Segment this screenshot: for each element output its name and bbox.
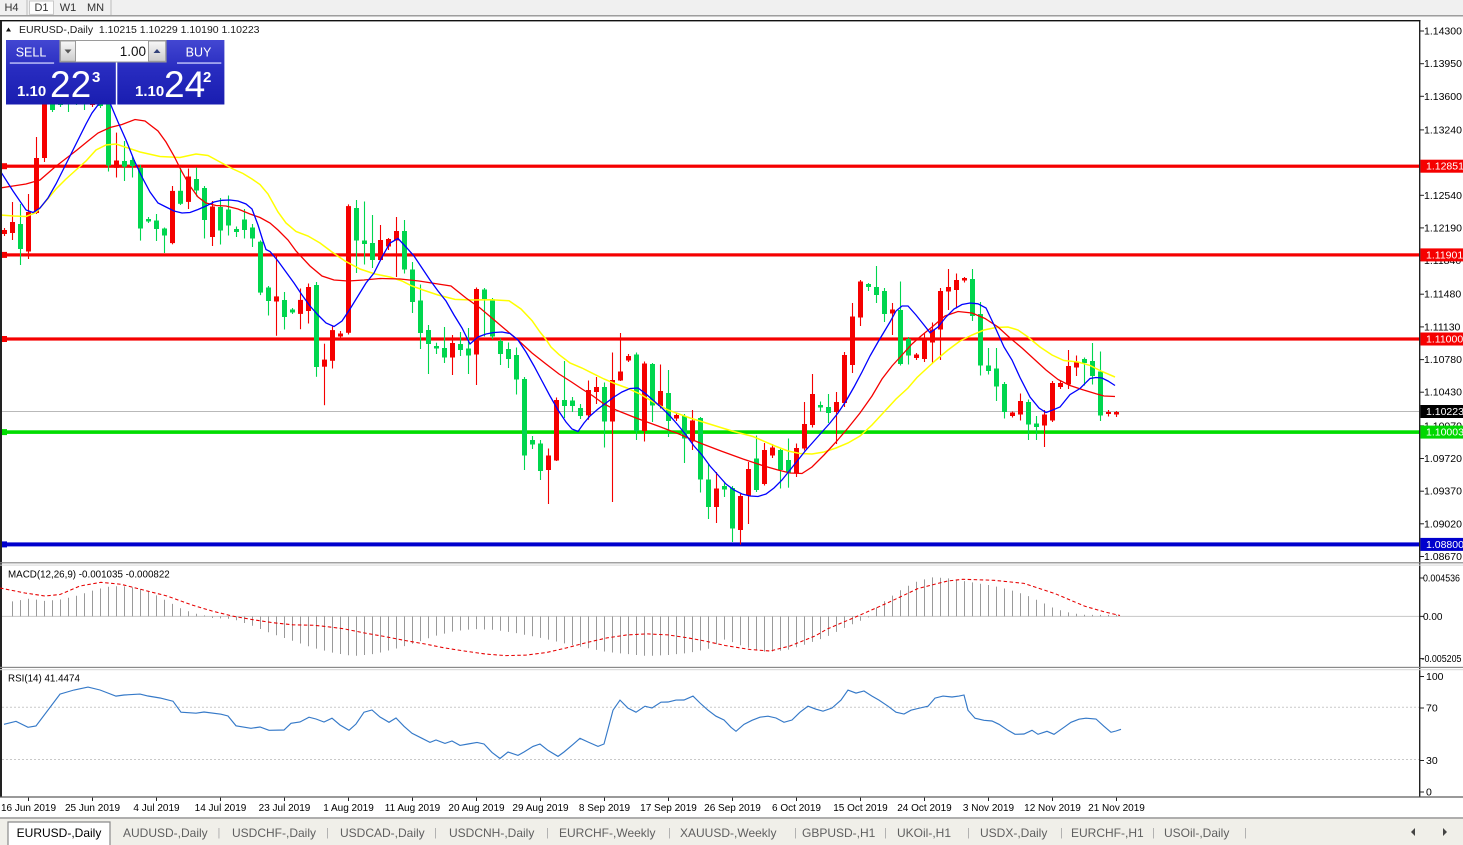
svg-text:|: | [1244,827,1247,839]
svg-text:1.11000: 1.11000 [1426,334,1463,346]
svg-text:1.10: 1.10 [17,83,46,100]
svg-text:1.12190: 1.12190 [1424,222,1462,234]
svg-text:1.13950: 1.13950 [1424,58,1462,70]
svg-text:6 Oct 2019: 6 Oct 2019 [772,803,821,814]
svg-text:1.09720: 1.09720 [1424,453,1462,465]
svg-text:4 Jul 2019: 4 Jul 2019 [133,803,180,814]
svg-text:1.10003: 1.10003 [1426,427,1463,439]
svg-text:11 Aug 2019: 11 Aug 2019 [385,803,441,814]
svg-text:|: | [668,827,671,839]
svg-text:2: 2 [203,69,211,86]
svg-text:|: | [794,827,797,839]
svg-text:1.11901: 1.11901 [1426,249,1463,261]
svg-text:16 Jun 2019: 16 Jun 2019 [1,803,56,814]
svg-text:USOil-,Daily: USOil-,Daily [1164,826,1229,840]
svg-text:1.13240: 1.13240 [1424,124,1462,136]
svg-text:USDCNH-,Daily: USDCNH-,Daily [449,826,534,840]
svg-text:29 Aug 2019: 29 Aug 2019 [512,803,569,814]
svg-text:GBPUSD-,H1: GBPUSD-,H1 [802,826,876,840]
svg-text:AUDUSD-,Daily: AUDUSD-,Daily [123,826,208,840]
svg-text:24 Oct 2019: 24 Oct 2019 [897,803,952,814]
svg-text:-0.005205: -0.005205 [1422,654,1462,665]
svg-text:1.10: 1.10 [135,83,164,100]
svg-text:0.004536: 0.004536 [1423,574,1460,585]
svg-text:26 Sep 2019: 26 Sep 2019 [704,803,761,814]
svg-text:0.00: 0.00 [1423,612,1443,623]
svg-text:22: 22 [50,64,91,105]
svg-text:8 Sep 2019: 8 Sep 2019 [579,803,631,814]
svg-text:1.11130: 1.11130 [1424,321,1461,333]
svg-text:30: 30 [1426,755,1438,767]
svg-text:1.08800: 1.08800 [1426,539,1463,551]
svg-text:XAUUSD-,Weekly: XAUUSD-,Weekly [680,826,776,840]
svg-text:|: | [967,827,970,839]
svg-text:21 Nov 2019: 21 Nov 2019 [1088,803,1145,814]
svg-text:0: 0 [1426,787,1432,799]
svg-text:H4: H4 [4,2,18,14]
svg-text:1.08670: 1.08670 [1424,551,1462,563]
svg-text:USDX-,Daily: USDX-,Daily [980,826,1047,840]
svg-text:15 Oct 2019: 15 Oct 2019 [833,803,888,814]
svg-text:20 Aug 2019: 20 Aug 2019 [448,803,505,814]
svg-text:17 Sep 2019: 17 Sep 2019 [640,803,697,814]
svg-text:1.09020: 1.09020 [1424,518,1462,530]
svg-text:|: | [1152,827,1155,839]
svg-text:1.11480: 1.11480 [1424,289,1461,301]
svg-text:1 Aug 2019: 1 Aug 2019 [323,803,374,814]
svg-text:W1: W1 [60,2,77,14]
svg-text:USDCAD-,Daily: USDCAD-,Daily [340,826,425,840]
svg-text:12 Nov 2019: 12 Nov 2019 [1024,803,1081,814]
svg-text:1.09370: 1.09370 [1424,486,1462,498]
svg-text:UKOil-,H1: UKOil-,H1 [897,826,951,840]
svg-text:3 Nov 2019: 3 Nov 2019 [963,803,1015,814]
svg-text:1.14300: 1.14300 [1424,26,1462,38]
svg-text:100: 100 [1426,671,1444,683]
svg-text:EURUSD-,Daily: EURUSD-,Daily [17,826,102,840]
svg-text:BUY: BUY [186,46,212,60]
svg-text:D1: D1 [34,2,48,14]
svg-text:EURCHF-,H1: EURCHF-,H1 [1071,826,1144,840]
svg-text:1.10430: 1.10430 [1424,387,1462,399]
svg-text:23 Jul 2019: 23 Jul 2019 [259,803,311,814]
svg-text:RSI(14) 41.4474: RSI(14) 41.4474 [8,674,80,685]
svg-text:SELL: SELL [16,46,47,60]
svg-text:25 Jun 2019: 25 Jun 2019 [65,803,120,814]
svg-text:|: | [326,827,329,839]
svg-text:USDCHF-,Daily: USDCHF-,Daily [232,826,316,840]
svg-text:EURUSD-,Daily 1.10215 1.10229: EURUSD-,Daily 1.10215 1.10229 1.10190 1.… [19,24,260,36]
svg-text:1.12851: 1.12851 [1426,161,1463,173]
svg-text:1.10223: 1.10223 [1426,406,1463,418]
svg-text:70: 70 [1426,703,1438,715]
svg-text:MN: MN [87,2,104,14]
svg-text:|: | [1060,827,1063,839]
svg-text:1.12540: 1.12540 [1424,190,1462,202]
svg-text:1.10780: 1.10780 [1424,354,1462,366]
svg-text:EURCHF-,Weekly: EURCHF-,Weekly [559,826,655,840]
svg-text:|: | [218,827,221,839]
svg-text:14 Jul 2019: 14 Jul 2019 [195,803,247,814]
svg-text:1.13600: 1.13600 [1424,91,1462,103]
svg-text:|: | [884,827,887,839]
svg-text:3: 3 [92,69,100,86]
svg-text:24: 24 [164,64,205,105]
svg-text:MACD(12,26,9) -0.001035 -0.000: MACD(12,26,9) -0.001035 -0.000822 [8,570,170,581]
svg-text:|: | [434,827,437,839]
svg-text:|: | [546,827,549,839]
svg-text:1.00: 1.00 [120,44,146,59]
